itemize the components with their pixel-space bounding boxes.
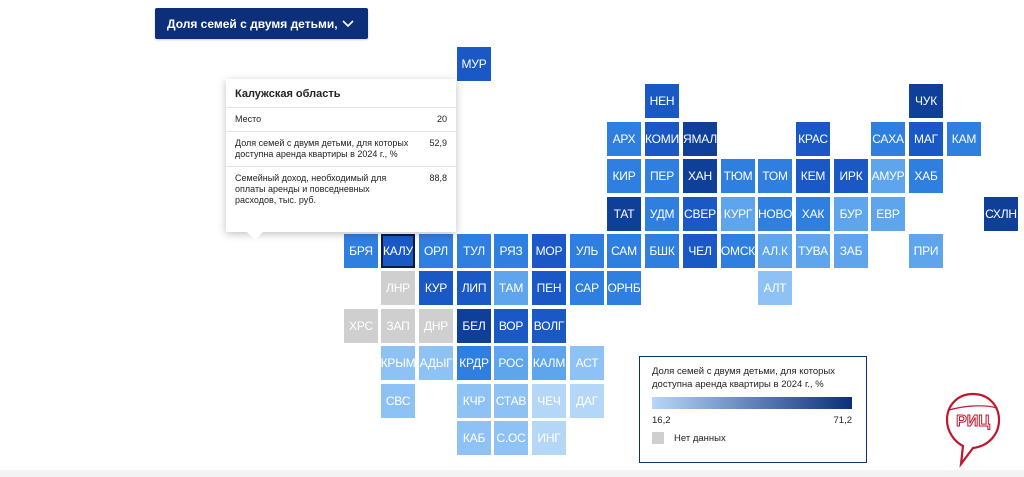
region-tile-19[interactable]: АМУР [871,159,905,193]
region-tile-42[interactable]: АЛ.К [758,234,792,268]
tooltip-label: Семейный доход, необходимый для оплаты а… [235,173,387,205]
page-footer-strip [0,470,1024,477]
region-tile-53[interactable]: АЛТ [758,271,792,305]
region-tile-40[interactable]: ЧЕЛ [683,234,717,268]
region-tile-7[interactable]: ЯМАЛ [683,122,717,156]
region-tooltip: Калужская область Место 20 Доля семей с … [226,79,456,232]
region-tile-49[interactable]: ТАМ [494,271,528,305]
region-tile-73[interactable]: ИНГ [532,421,566,455]
region-tile-20[interactable]: ХАБ [909,159,943,193]
region-tile-34[interactable]: ТУЛ [457,234,491,268]
region-tile-6[interactable]: КОМИ [645,122,679,156]
region-tile-17[interactable]: КЕМ [796,159,830,193]
region-tile-48[interactable]: ЛИП [457,271,491,305]
region-tile-66[interactable]: СВС [381,384,415,418]
region-tile-38[interactable]: САМ [607,234,641,268]
map-legend: Доля семей с двумя детьми, для которых д… [639,356,867,463]
legend-max: 71,2 [833,415,853,426]
tooltip-row-rank: Место 20 [226,108,456,132]
legend-scale: 16,2 71,2 [652,415,852,426]
region-tile-27[interactable]: ХАК [796,197,830,231]
region-tile-60[interactable]: КРЫМ [381,346,415,380]
svg-text:РИЦ: РИЦ [956,413,990,430]
region-tile-14[interactable]: ХАН [683,159,717,193]
region-tile-45[interactable]: ПРИ [909,234,943,268]
region-tile-68[interactable]: СТАВ [494,384,528,418]
region-tile-29[interactable]: ЕВР [871,197,905,231]
region-tile-23[interactable]: УДМ [645,197,679,231]
region-tile-11[interactable]: КАМ [947,122,981,156]
region-tile-51[interactable]: САР [570,271,604,305]
region-tile-67[interactable]: КЧР [457,384,491,418]
region-tile-56[interactable]: ДНР [419,309,453,343]
tooltip-title: Калужская область [226,79,456,108]
region-tile-71[interactable]: КАБ [457,421,491,455]
region-tile-3[interactable]: ЧУК [909,84,943,118]
region-tile-28[interactable]: БУР [834,197,868,231]
indicator-dropdown-label: Доля семей с двумя детьми, ... [167,16,340,31]
region-tile-46[interactable]: ЛНР [381,271,415,305]
tooltip-row-share: Доля семей с двумя детьми, для которых д… [226,132,456,167]
tooltip-value: 20 [436,114,447,124]
region-tile-58[interactable]: ВОР [494,309,528,343]
region-tile-33[interactable]: ОРЛ [419,234,453,268]
tooltip-pointer [246,231,264,240]
region-tile-16[interactable]: ТОМ [758,159,792,193]
region-tile-69[interactable]: ЧЕЧ [532,384,566,418]
region-tile-50[interactable]: ПЕН [532,271,566,305]
tooltip-label: Доля семей с двумя детьми, для которых д… [235,138,409,159]
region-tile-55[interactable]: ЗАП [381,309,415,343]
region-tile-39[interactable]: БШК [645,234,679,268]
region-tile-65[interactable]: АСТ [570,346,604,380]
region-tile-72[interactable]: С.ОС [494,421,528,455]
region-tile-44[interactable]: ЗАБ [834,234,868,268]
region-tile-10[interactable]: МАГ [909,122,943,156]
region-tile-35[interactable]: РЯЗ [494,234,528,268]
region-tile-70[interactable]: ДАГ [570,384,604,418]
region-tile-63[interactable]: РОС [494,346,528,380]
indicator-dropdown[interactable]: Доля семей с двумя детьми, ... [155,8,368,39]
region-tile-5[interactable]: АРХ [607,122,641,156]
nodata-swatch [652,432,664,444]
legend-nodata: Нет данных [652,432,854,444]
tooltip-value: 88,8 [429,173,447,183]
region-tile-25[interactable]: КУРГ [721,197,755,231]
region-tile-12[interactable]: КИР [607,159,641,193]
tooltip-value: 52,9 [429,138,447,148]
region-tile-24[interactable]: СВЕР [683,197,717,231]
region-tile-22[interactable]: ТАТ [607,197,641,231]
nodata-label: Нет данных [674,432,726,444]
region-tile-64[interactable]: КАЛМ [532,346,566,380]
region-tile-2[interactable]: НЕН [645,84,679,118]
ric-logo: РИЦ [945,392,1001,468]
region-tile-61[interactable]: АДЫГ [419,346,453,380]
region-tile-36[interactable]: МОР [532,234,566,268]
region-tile-1[interactable]: МУР [457,47,491,81]
region-tile-52[interactable]: ОРНБ [607,271,641,305]
legend-title: Доля семей с двумя детьми, для которых д… [652,366,835,390]
region-tile-54[interactable]: ХРС [344,309,378,343]
region-tile-26[interactable]: НОВО [758,197,792,231]
region-tile-15[interactable]: ТЮМ [721,159,755,193]
region-tile-13[interactable]: ПЕР [645,159,679,193]
region-tile-57[interactable]: БЕЛ [457,309,491,343]
legend-min: 16,2 [652,415,671,426]
region-tile-32[interactable]: КАЛУ [381,234,415,268]
region-tile-9[interactable]: САХА [871,122,905,156]
region-tile-8[interactable]: КРАС [796,122,830,156]
legend-gradient-bar [652,397,852,409]
region-tile-47[interactable]: КУР [419,271,453,305]
region-tile-43[interactable]: ТУВА [796,234,830,268]
region-tile-18[interactable]: ИРК [834,159,868,193]
region-tile-59[interactable]: ВОЛГ [532,309,566,343]
region-tile-30[interactable]: СХЛН [984,197,1018,231]
tooltip-row-income: Семейный доход, необходимый для оплаты а… [226,167,456,212]
region-tile-31[interactable]: БРЯ [344,234,378,268]
chevron-down-icon [342,19,354,27]
region-tile-62[interactable]: КРДР [457,346,491,380]
region-tile-37[interactable]: УЛЬ [570,234,604,268]
tooltip-label: Место [235,114,262,124]
region-tile-41[interactable]: ОМСК [721,234,755,268]
